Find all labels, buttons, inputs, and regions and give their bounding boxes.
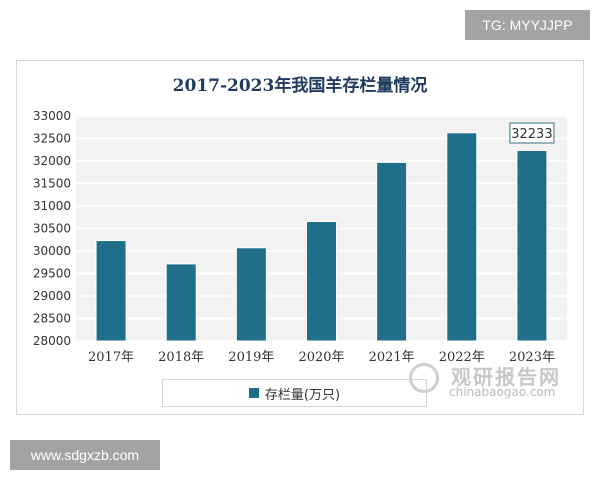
y-tick-label: 29000 — [33, 289, 71, 303]
bar — [376, 161, 408, 342]
bar — [95, 240, 127, 342]
y-tick-label: 32000 — [33, 154, 71, 168]
y-tick-label: 33000 — [33, 109, 71, 123]
watermark: 观研报告网 chinabaogao.com — [409, 361, 579, 401]
x-tick-label: 2019年 — [228, 350, 274, 365]
watermark-logo-icon — [409, 363, 439, 393]
legend-label: 存栏量(万只) — [264, 387, 341, 403]
y-tick-label: 28500 — [33, 312, 71, 326]
x-tick-label: 2020年 — [298, 350, 344, 365]
y-tick-label: 31500 — [33, 177, 71, 191]
y-tick-label: 28000 — [33, 334, 71, 348]
data-label-box — [509, 122, 555, 144]
y-tick-label: 30500 — [33, 222, 71, 236]
x-tick-label: 2017年 — [88, 350, 134, 365]
chart-title: 2017-2023年我国羊存栏量情况 — [172, 76, 428, 96]
watermark-title: 观研报告网 — [451, 365, 561, 389]
bar — [306, 221, 337, 342]
watermark-url: chinabaogao.com — [449, 385, 556, 399]
bar — [516, 150, 548, 342]
tg-badge: TG: MYYJJPP — [465, 10, 590, 40]
x-tick-label: 2021年 — [369, 350, 415, 365]
bar-chart: 28000 28500 29000 29500 30000 30500 31000 31500… — [33, 109, 567, 365]
y-tick-label: 32500 — [33, 132, 71, 146]
data-label: 32233 — [511, 127, 552, 142]
chart-card: 2017-2023年我国羊存栏量情况 28000 28500 29000 29500 3… — [16, 60, 584, 415]
footer-site-badge: www.sdgxzb.com — [10, 440, 160, 470]
x-tick-label: 2023年 — [509, 350, 555, 365]
bar — [165, 263, 197, 342]
x-tick-label: 2022年 — [439, 350, 485, 365]
bar — [446, 132, 478, 342]
x-tick-label: 2018年 — [158, 350, 204, 365]
y-tick-label: 31000 — [33, 199, 71, 213]
legend-swatch — [248, 388, 259, 398]
legend: 存栏量(万只) — [162, 379, 427, 407]
y-tick-label: 29500 — [33, 267, 71, 281]
bar — [235, 247, 267, 342]
y-tick-label: 30000 — [33, 244, 71, 258]
